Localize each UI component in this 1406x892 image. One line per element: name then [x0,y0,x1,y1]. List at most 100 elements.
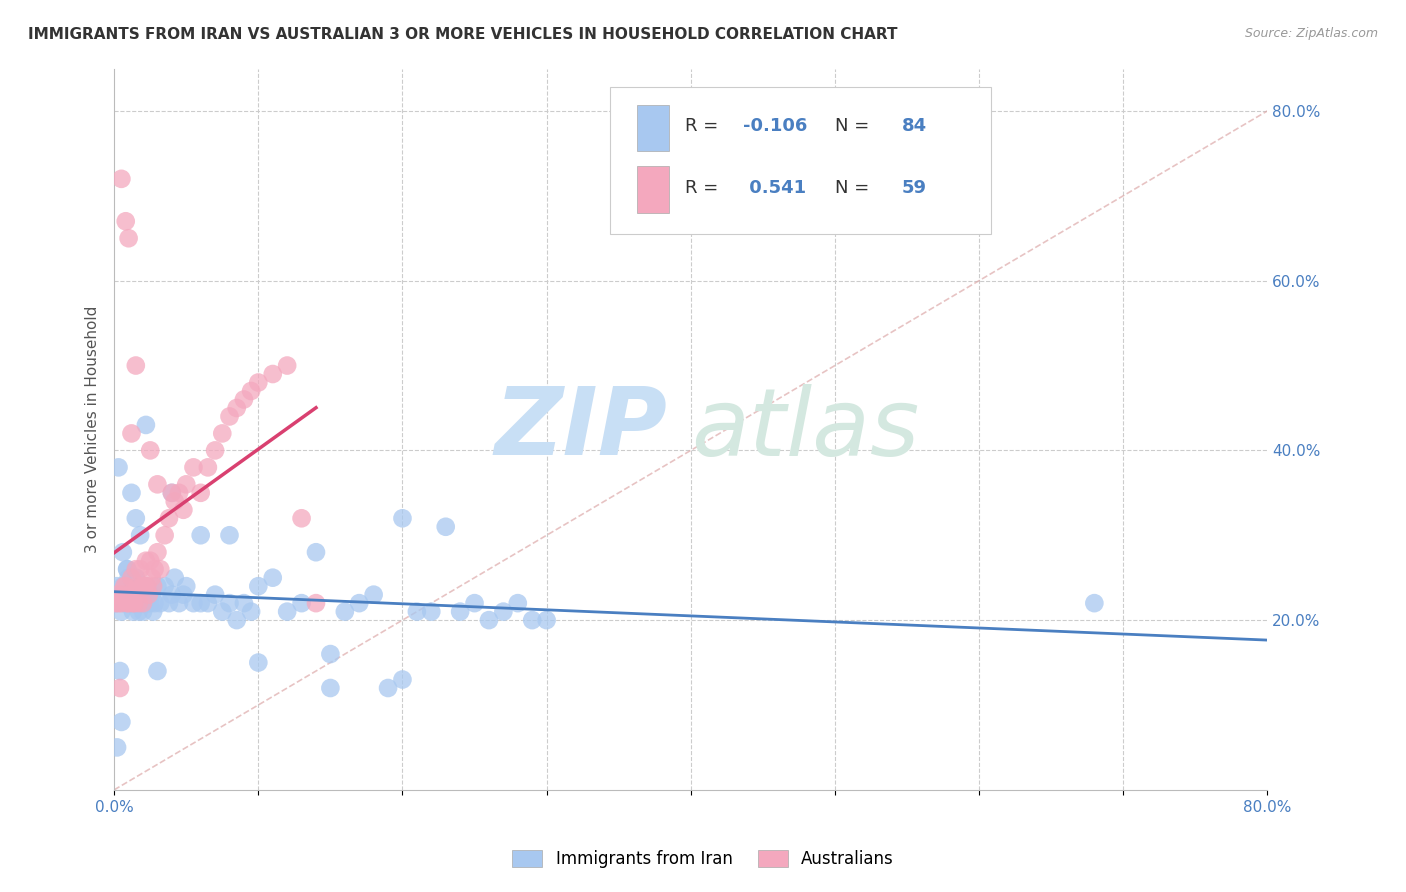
Point [218,596,240,610]
Point [167,596,190,610]
Point [146,579,169,593]
Point [107,588,129,602]
Text: 0.541: 0.541 [742,178,806,196]
Point [290,596,312,610]
Point [492,605,515,619]
Point [190,485,212,500]
Point [132,596,155,610]
Point [129,528,152,542]
Point [167,485,190,500]
Point [114,214,136,228]
Point [129,579,152,593]
FancyBboxPatch shape [610,87,991,235]
Text: atlas: atlas [690,384,920,475]
Point [232,392,254,407]
Point [377,681,399,695]
Point [240,384,263,398]
Point [218,528,240,542]
Point [121,571,143,585]
Point [118,588,141,602]
Point [115,596,138,610]
Point [183,596,205,610]
Legend: Immigrants from Iran, Australians: Immigrants from Iran, Australians [506,843,900,875]
Text: N =: N = [835,117,875,136]
Point [121,588,143,602]
Point [135,579,157,593]
Point [142,605,165,619]
Point [319,681,342,695]
Point [128,596,150,610]
Point [121,426,143,441]
Point [319,647,342,661]
Point [139,443,162,458]
Point [107,460,129,475]
Point [108,664,131,678]
Text: -0.106: -0.106 [742,117,807,136]
Text: N =: N = [835,178,875,196]
Text: R =: R = [685,178,724,196]
Point [146,545,169,559]
Point [305,596,328,610]
Point [110,171,132,186]
Point [157,596,180,610]
Point [153,528,176,542]
Point [122,596,145,610]
Point [111,579,134,593]
Point [172,503,194,517]
Point [127,579,149,593]
Point [536,613,558,627]
Point [124,596,146,610]
Point [160,485,183,500]
Point [391,511,413,525]
Point [115,562,138,576]
Point [125,571,148,585]
Point [143,596,166,610]
Point [262,571,284,585]
Point [174,579,197,593]
Point [160,485,183,500]
Text: R =: R = [685,117,724,136]
Point [125,562,148,576]
Point [142,579,165,593]
Y-axis label: 3 or more Vehicles in Household: 3 or more Vehicles in Household [86,305,100,553]
Point [134,596,156,610]
Point [128,605,150,619]
Point [406,605,429,619]
Point [449,605,471,619]
Point [135,554,157,568]
Point [111,588,134,602]
Point [232,596,254,610]
Point [305,545,328,559]
Point [160,588,183,602]
Bar [637,166,669,213]
Point [197,460,219,475]
Point [276,359,298,373]
Point [174,477,197,491]
Point [157,511,180,525]
Point [247,656,270,670]
Point [114,579,136,593]
Point [522,613,544,627]
Point [129,562,152,576]
Point [135,417,157,432]
Point [136,579,159,593]
Point [163,571,186,585]
Point [143,562,166,576]
Text: Source: ZipAtlas.com: Source: ZipAtlas.com [1244,27,1378,40]
Point [172,588,194,602]
Point [290,511,312,525]
Point [134,579,156,593]
Point [114,588,136,602]
Point [163,494,186,508]
Point [141,571,163,585]
Point [464,596,486,610]
Point [136,596,159,610]
Point [149,562,172,576]
Point [107,596,129,610]
Point [104,596,127,610]
Point [153,579,176,593]
Point [138,588,160,602]
Point [112,596,135,610]
Point [478,613,501,627]
Point [420,605,443,619]
